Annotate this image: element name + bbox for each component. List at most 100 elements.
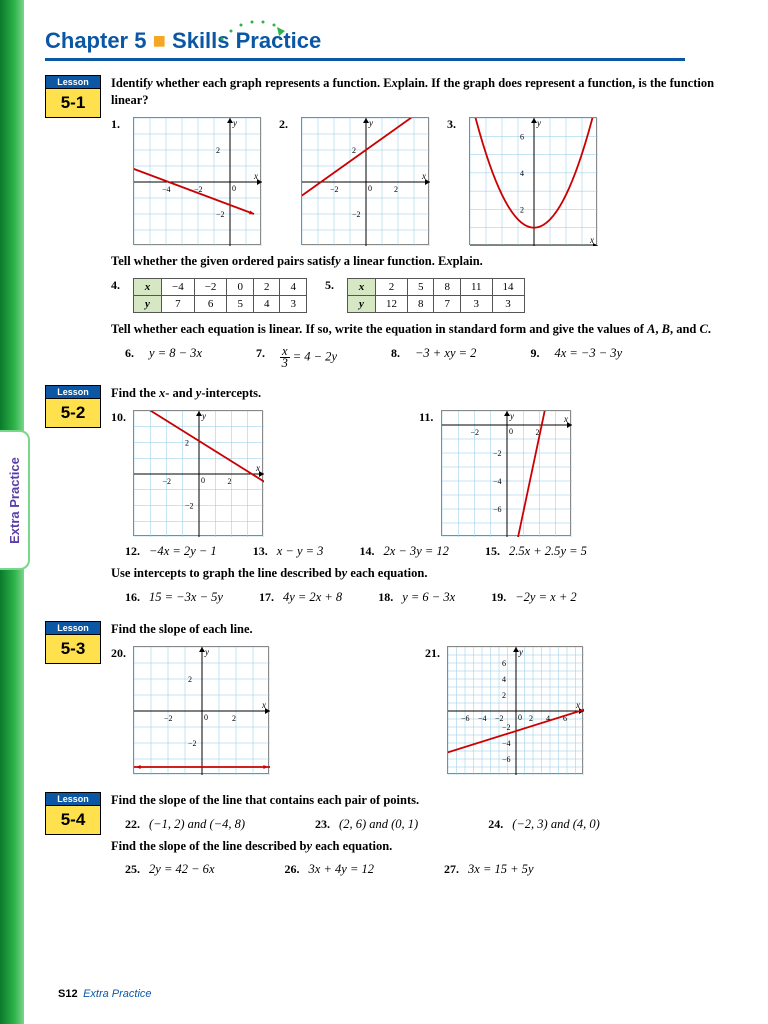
problem: 17.4y = 2x + 8 <box>259 590 342 605</box>
svg-text:y: y <box>509 411 514 421</box>
svg-text:−4: −4 <box>493 477 502 486</box>
graph-problem: 10.xy−22−220 <box>111 410 263 536</box>
lesson-label: Lesson <box>45 75 101 89</box>
svg-text:−4: −4 <box>162 185 171 194</box>
svg-text:y: y <box>536 118 541 128</box>
svg-text:−2: −2 <box>216 210 225 219</box>
problem: 24.(−2, 3) and (4, 0) <box>488 817 600 832</box>
svg-text:y: y <box>232 118 237 128</box>
svg-text:2: 2 <box>529 714 533 723</box>
svg-text:2: 2 <box>352 146 356 155</box>
svg-text:0: 0 <box>368 184 372 193</box>
svg-text:−4: −4 <box>478 714 487 723</box>
lesson-number: 5-1 <box>45 89 101 118</box>
instruction-text: Find the slope of the line described by … <box>111 838 745 855</box>
side-tab: Extra Practice <box>0 430 30 570</box>
problem: 25.2y = 42 − 6x <box>125 862 215 877</box>
problem: 14.2x − 3y = 12 <box>359 544 449 559</box>
svg-text:2: 2 <box>216 146 220 155</box>
problem: 26.3x + 4y = 12 <box>285 862 375 877</box>
instruction-text: Tell whether the given ordered pairs sat… <box>111 253 745 270</box>
svg-text:y: y <box>201 411 206 421</box>
title-dots-decoration <box>217 14 307 44</box>
page-content: Chapter 5 ■ Skills Practice Lesson 5-1 I… <box>45 28 745 893</box>
chapter-title: Chapter 5 ■ Skills Practice <box>45 28 745 54</box>
lesson-tag: Lesson 5-1 <box>45 75 101 375</box>
svg-text:x: x <box>563 414 568 424</box>
svg-text:0: 0 <box>201 476 205 485</box>
problem: 6.y = 8 − 3x <box>125 346 202 370</box>
lesson-block: Lesson 5-4 Find the slope of the line th… <box>45 792 745 884</box>
svg-text:0: 0 <box>509 427 513 436</box>
lesson-label: Lesson <box>45 792 101 806</box>
lesson-block: Lesson 5-2 Find the x- and y-intercepts.… <box>45 385 745 611</box>
lesson-tag: Lesson 5-2 <box>45 385 101 611</box>
lesson-tag: Lesson 5-4 <box>45 792 101 884</box>
problem: 16.15 = −3x − 5y <box>125 590 223 605</box>
svg-text:4: 4 <box>502 675 506 684</box>
instruction-text: Use intercepts to graph the line describ… <box>111 565 745 582</box>
svg-text:0: 0 <box>232 184 236 193</box>
problem: 8.−3 + xy = 2 <box>391 346 476 370</box>
svg-text:x: x <box>589 235 594 245</box>
graph-problem: 20.xy−22−220 <box>111 646 269 774</box>
instruction-text: Tell whether each equation is linear. If… <box>111 321 745 338</box>
svg-text:−2: −2 <box>185 501 194 510</box>
problem: 9.4x = −3 − 3y <box>530 346 622 370</box>
graph-problem: 3.xy−222460 <box>447 117 597 245</box>
graph-problem: 2.xy−22−220 <box>279 117 429 245</box>
problem: 18.y = 6 − 3x <box>378 590 455 605</box>
table-problem: 4.x−4−2024y76543 <box>111 278 307 313</box>
svg-text:x: x <box>255 463 260 473</box>
lesson-block: Lesson 5-1 Identify whether each graph r… <box>45 75 745 375</box>
title-rule <box>45 58 685 61</box>
svg-text:−6: −6 <box>493 505 502 514</box>
svg-text:x: x <box>575 700 580 710</box>
svg-text:−6: −6 <box>502 755 511 764</box>
svg-text:x: x <box>421 171 426 181</box>
svg-text:x: x <box>261 700 266 710</box>
problem: 12.−4x = 2y − 1 <box>125 544 217 559</box>
instruction-text: Find the slope of the line that contains… <box>111 792 745 809</box>
svg-text:2: 2 <box>520 205 524 214</box>
table-problem: 5.x2581114y128733 <box>325 278 525 313</box>
svg-text:2: 2 <box>228 477 232 486</box>
problem: 13.x − y = 3 <box>253 544 324 559</box>
svg-text:2: 2 <box>232 714 236 723</box>
page-footer: S12 Extra Practice <box>58 988 152 1000</box>
svg-text:−2: −2 <box>495 714 504 723</box>
lesson-label: Lesson <box>45 385 101 399</box>
svg-text:−2: −2 <box>188 739 197 748</box>
problem: 27.3x = 15 + 5y <box>444 862 534 877</box>
side-tab-text: Extra Practice <box>7 457 22 544</box>
svg-text:2: 2 <box>394 185 398 194</box>
svg-text:y: y <box>204 647 209 657</box>
graph-problem: 21.xy−6−4−2246−6−4−22460 <box>425 646 583 774</box>
problem: 23.(2, 6) and (0, 1) <box>315 817 418 832</box>
graph-problem: 1.xy−4−2−220 <box>111 117 261 245</box>
svg-text:0: 0 <box>204 713 208 722</box>
lesson-block: Lesson 5-3 Find the slope of each line.2… <box>45 621 745 782</box>
lesson-number: 5-3 <box>45 635 101 664</box>
svg-text:4: 4 <box>520 169 524 178</box>
svg-text:−2: −2 <box>502 723 511 732</box>
problem: 7.x3 = 4 − 2y <box>256 346 337 370</box>
svg-text:−2: −2 <box>330 185 339 194</box>
svg-text:6: 6 <box>502 659 506 668</box>
svg-text:x: x <box>253 171 258 181</box>
svg-text:y: y <box>518 647 523 657</box>
svg-text:−2: −2 <box>163 477 172 486</box>
instruction-text: Identify whether each graph represents a… <box>111 75 745 109</box>
svg-text:2: 2 <box>502 691 506 700</box>
svg-text:6: 6 <box>520 132 524 141</box>
problem: 19.−2y = x + 2 <box>491 590 576 605</box>
svg-text:−2: −2 <box>164 714 173 723</box>
svg-text:−2: −2 <box>493 449 502 458</box>
svg-text:y: y <box>368 118 373 128</box>
lesson-label: Lesson <box>45 621 101 635</box>
svg-text:0: 0 <box>518 713 522 722</box>
svg-text:−2: −2 <box>352 210 361 219</box>
problem: 15.2.5x + 2.5y = 5 <box>485 544 587 559</box>
lesson-tag: Lesson 5-3 <box>45 621 101 782</box>
svg-text:2: 2 <box>185 438 189 447</box>
